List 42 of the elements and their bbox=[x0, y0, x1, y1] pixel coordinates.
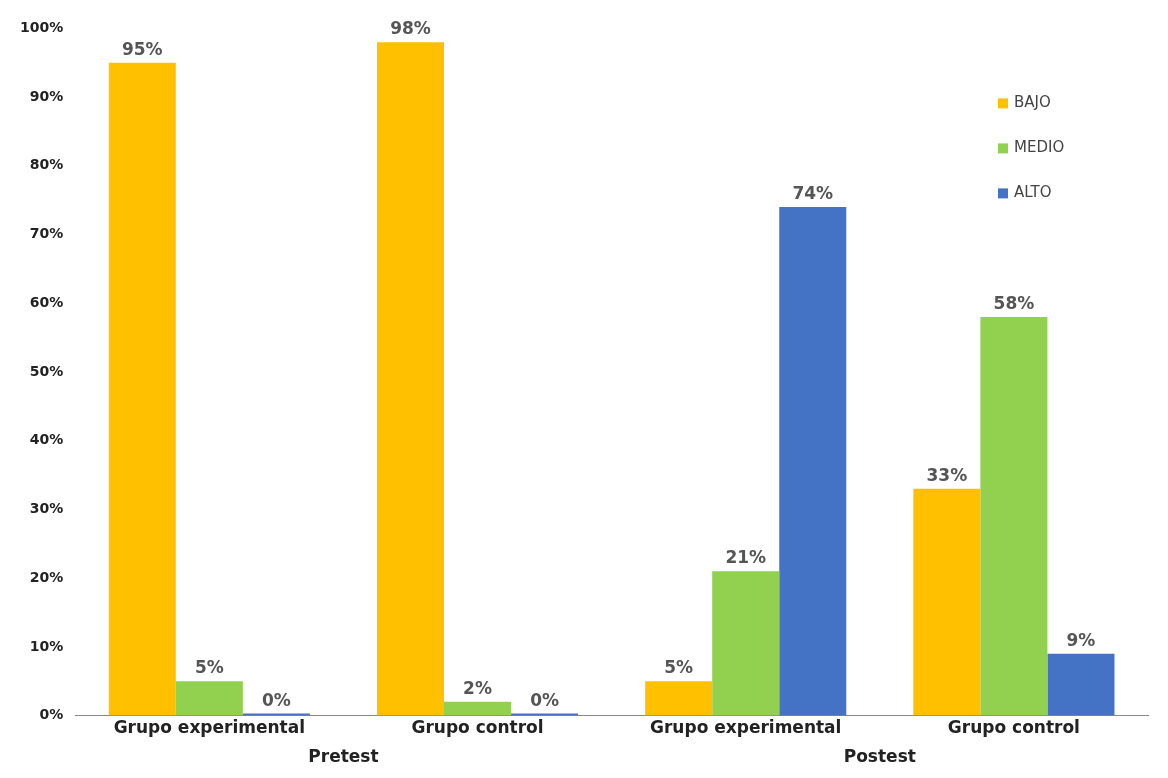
data-label: 0% bbox=[530, 689, 560, 710]
y-tick-label: 90% bbox=[29, 87, 64, 104]
bar bbox=[1047, 653, 1115, 716]
y-tick-label: 100% bbox=[19, 19, 64, 36]
bar bbox=[444, 701, 512, 716]
x-tick-label: Grupo experimental bbox=[113, 717, 306, 738]
x-tick-label: Grupo control bbox=[947, 717, 1080, 738]
data-label: 74% bbox=[792, 182, 834, 203]
bar bbox=[913, 488, 981, 716]
y-tick-label: 60% bbox=[29, 293, 64, 310]
legend-label: BAJO bbox=[1014, 93, 1051, 112]
data-label: 98% bbox=[390, 18, 431, 39]
bar bbox=[376, 42, 445, 716]
y-tick-label: 20% bbox=[29, 568, 64, 585]
data-label: 5% bbox=[664, 657, 694, 678]
text: Postest bbox=[843, 745, 916, 766]
y-tick-label: 30% bbox=[29, 500, 64, 517]
bar bbox=[108, 62, 176, 716]
x-tick-label: Grupo experimental bbox=[650, 717, 842, 738]
data-label: 33% bbox=[926, 464, 968, 485]
y-tick-label: 40% bbox=[29, 431, 64, 448]
bar bbox=[175, 681, 243, 716]
text: Pretest bbox=[308, 745, 379, 766]
bar bbox=[645, 681, 713, 716]
data-label: 95% bbox=[121, 38, 163, 59]
bar bbox=[712, 571, 780, 716]
data-label: 21% bbox=[725, 547, 767, 568]
y-tick-label: 10% bbox=[29, 637, 64, 654]
data-label: 0% bbox=[261, 689, 291, 710]
data-label: 9% bbox=[1066, 629, 1096, 650]
bar bbox=[779, 207, 847, 716]
y-tick-label: 50% bbox=[29, 362, 64, 379]
data-label: 5% bbox=[194, 657, 224, 678]
legend-label: MEDIO bbox=[1014, 138, 1065, 157]
y-tick-label: 0% bbox=[39, 706, 64, 723]
y-tick-label: 80% bbox=[29, 156, 64, 173]
legend-label: ALTO bbox=[1014, 183, 1052, 202]
y-tick-label: 70% bbox=[29, 225, 64, 242]
data-label: 2% bbox=[463, 677, 492, 698]
data-label: 58% bbox=[993, 292, 1035, 313]
bar bbox=[980, 317, 1048, 716]
x-tick-label: Grupo control bbox=[411, 717, 544, 738]
